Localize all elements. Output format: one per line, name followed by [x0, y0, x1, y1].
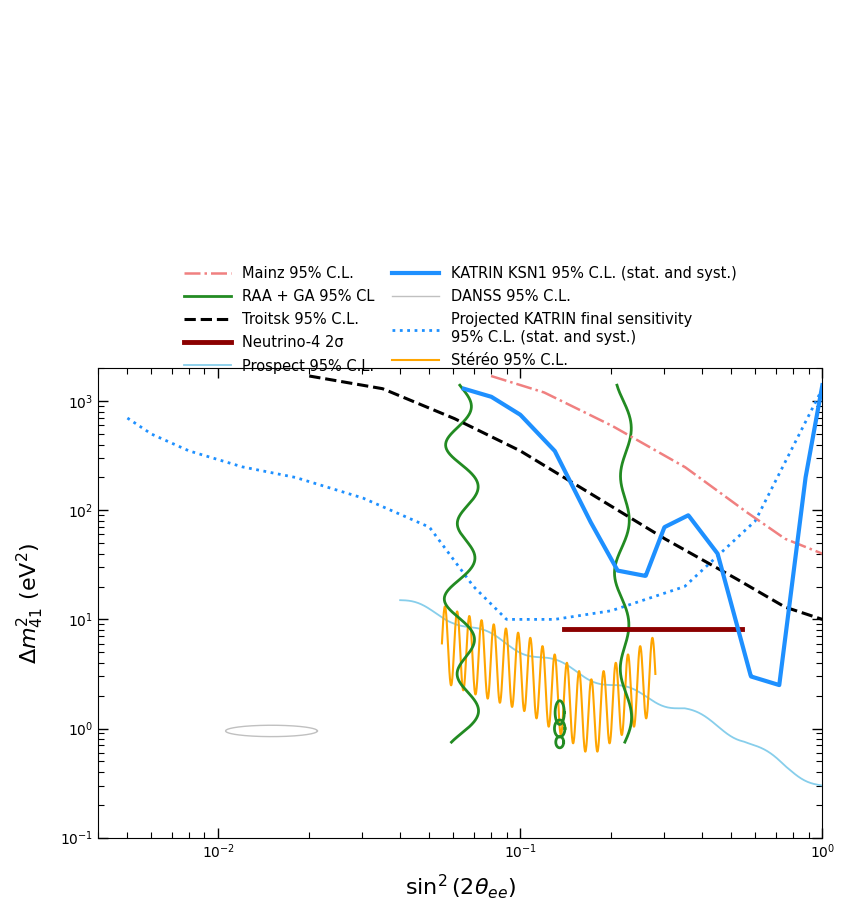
X-axis label: $\sin^2(2\theta_{ee})$: $\sin^2(2\theta_{ee})$: [405, 872, 516, 901]
Legend: Mainz 95% C.L., RAA + GA 95% CL, Troitsk 95% C.L., Neutrino-4 2σ, Prospect 95% C: Mainz 95% C.L., RAA + GA 95% CL, Troitsk…: [178, 260, 742, 379]
Y-axis label: $\Delta m^2_{41}$ (eV$^2$): $\Delta m^2_{41}$ (eV$^2$): [15, 542, 46, 664]
